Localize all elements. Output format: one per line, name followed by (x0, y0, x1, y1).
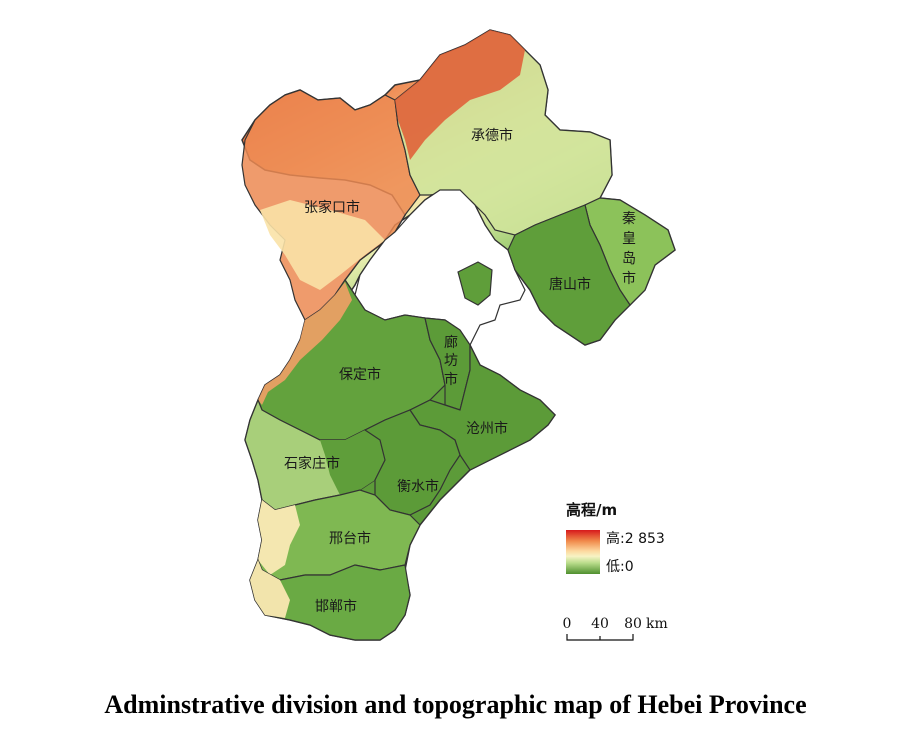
label-langfang-2: 坊 (444, 353, 458, 369)
scale-bar: 0 40 80 km (563, 616, 668, 641)
region-tangshan (507, 204, 631, 346)
label-chengde: 承德市 (471, 127, 513, 144)
label-qinhuangdao-3: 岛 (622, 251, 636, 267)
beijing-tianjin-gap (354, 189, 526, 347)
zhangjiakou-plateau-patch (260, 200, 385, 290)
label-tangshan: 唐山市 (549, 276, 591, 293)
region-langfang-north (457, 261, 493, 306)
region-cangzhou (409, 344, 556, 471)
region-handan (249, 558, 411, 641)
xingtai-hill-patch (258, 500, 300, 575)
legend: 高程/m 高:2 853 低:0 (566, 501, 665, 575)
scale-unit-label: km (646, 616, 668, 632)
label-handan: 邯郸市 (315, 598, 357, 615)
map-caption: Adminstrative division and topographic m… (104, 690, 807, 719)
label-baoding: 保定市 (339, 366, 381, 383)
shijiazhuang-plain-patch (320, 430, 385, 495)
handan-hill-patch (250, 560, 290, 618)
region-zhangjiakou (241, 89, 421, 321)
label-qinhuangdao-1: 秦 (622, 211, 636, 227)
label-cangzhou: 沧州市 (466, 420, 508, 437)
label-shijiazhuang: 石家庄市 (284, 455, 340, 472)
label-langfang-3: 市 (444, 371, 458, 388)
label-qinhuangdao-2: 皇 (622, 231, 636, 247)
baoding-mountain-patch (258, 282, 352, 405)
scale-tick-label-80: 80 (624, 616, 642, 632)
legend-color-ramp (566, 530, 600, 574)
chengde-high-peaks (395, 30, 525, 160)
label-xingtai: 邢台市 (329, 530, 371, 547)
scale-bar-line (566, 634, 634, 641)
label-zhangjiakou: 张家口市 (304, 199, 360, 216)
label-qinhuangdao-4: 市 (622, 270, 636, 287)
legend-title: 高程/m (566, 501, 617, 519)
scale-tick-label-0: 0 (563, 616, 572, 632)
scale-tick-label-40: 40 (591, 616, 609, 632)
label-langfang-1: 廊 (444, 334, 458, 351)
legend-low-label: 低:0 (606, 559, 634, 575)
region-hengshui (363, 409, 461, 516)
label-hengshui: 衡水市 (397, 478, 439, 495)
legend-high-label: 高:2 853 (606, 530, 665, 547)
